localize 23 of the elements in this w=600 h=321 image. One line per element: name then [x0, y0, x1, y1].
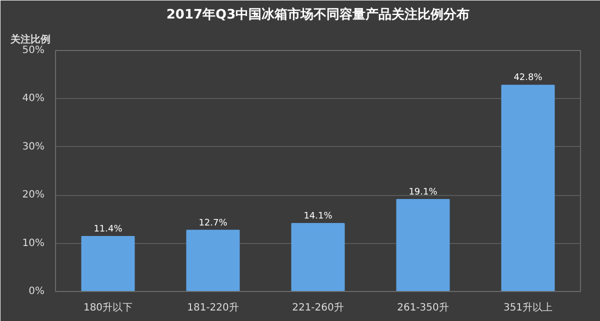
data-label: 11.4%: [94, 224, 123, 235]
y-axis-title: 关注比例: [10, 34, 50, 46]
y-tick-label: 40%: [22, 93, 45, 104]
x-tick-label: 261-350升: [397, 302, 449, 314]
bar: [291, 223, 345, 292]
y-tick-label: 30%: [22, 141, 45, 152]
data-label: 19.1%: [408, 187, 438, 198]
data-label: 12.7%: [198, 218, 228, 228]
chart-title: 2017年Q3中国冰箱市场不同容量产品关注比例分布: [166, 6, 470, 22]
y-tick-label: 50%: [22, 45, 45, 56]
data-label: 42.8%: [514, 73, 543, 84]
bar: [501, 84, 555, 292]
bar: [396, 198, 450, 292]
x-tick-label: 181-220升: [187, 302, 239, 314]
bar: [81, 236, 135, 292]
y-tick-label: 20%: [22, 190, 45, 201]
x-tick-label: 221-260升: [292, 302, 344, 314]
bar: [186, 230, 240, 292]
y-tick-label: 10%: [22, 238, 45, 249]
data-label: 14.1%: [304, 212, 333, 222]
x-tick-label: 351升以上: [503, 302, 553, 314]
y-tick-label: 0%: [28, 286, 45, 297]
x-tick-label: 180升以下: [83, 302, 133, 314]
